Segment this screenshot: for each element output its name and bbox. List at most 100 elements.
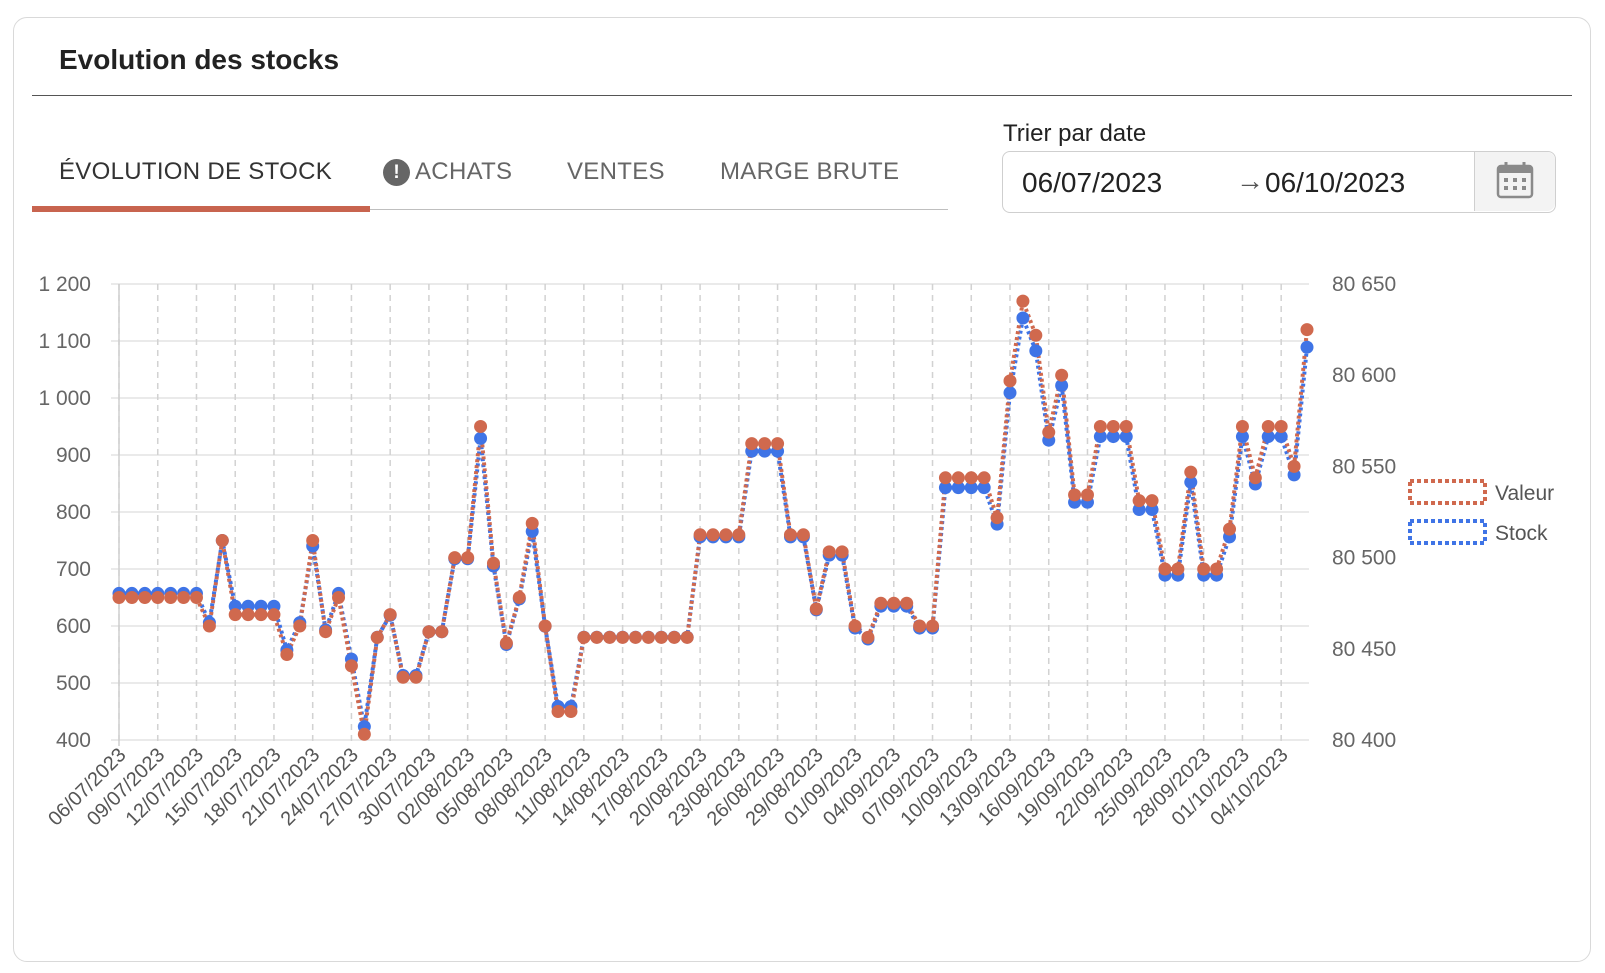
stock-point (1106, 430, 1120, 444)
valeur-point (1158, 562, 1172, 576)
valeur-point (280, 648, 294, 661)
valeur-point (448, 551, 462, 565)
valeur-point (164, 591, 178, 604)
stock-point (1274, 430, 1288, 444)
valeur-point (654, 630, 668, 644)
stock-point (1029, 344, 1043, 358)
legend-swatch-valeur (1408, 479, 1487, 505)
valeur-point (228, 608, 242, 622)
y-right-tick-label: 80 650 (1332, 273, 1396, 296)
valeur-point (629, 630, 643, 644)
valeur-point (512, 591, 526, 604)
valeur-point (796, 528, 810, 542)
y-left-tick-label: 1 100 (38, 330, 91, 353)
exclamation-circle-icon[interactable]: ! (383, 159, 410, 186)
valeur-point (564, 705, 578, 718)
valeur-point (1223, 522, 1237, 536)
valeur-point (538, 619, 552, 633)
valeur-point (861, 630, 875, 644)
stock-point (1300, 340, 1314, 354)
valeur-point (913, 619, 927, 633)
stock-point (1184, 475, 1198, 489)
valeur-point (499, 636, 513, 650)
date-start-input[interactable]: 06/07/2023 (1022, 167, 1163, 198)
y-right-tick-label: 80 450 (1332, 638, 1396, 661)
tab-achats[interactable]: ACHATS (415, 158, 513, 185)
calendar-icon (1496, 162, 1534, 199)
valeur-line (119, 299, 1309, 737)
valeur-point (1145, 494, 1159, 508)
tab-bar: ÉVOLUTION DE STOCK ! ACHATS VENTES MARGE… (32, 128, 948, 212)
y-left-tick-label: 500 (56, 672, 91, 695)
valeur-point (474, 420, 488, 433)
legend-swatch-stock (1408, 519, 1487, 545)
valeur-point (783, 528, 797, 542)
stock-point (1235, 430, 1249, 444)
valeur-point (1274, 420, 1288, 433)
tab-ventes[interactable]: VENTES (567, 158, 665, 185)
stock-line (119, 316, 1309, 729)
valeur-point (409, 670, 423, 684)
date-range-picker[interactable]: 06/07/2023 → 06/10/2023 (1002, 151, 1556, 213)
valeur-point (357, 727, 371, 741)
valeur-point (616, 630, 630, 644)
y-left-tick-label: 800 (56, 501, 91, 524)
valeur-point (293, 619, 307, 633)
valeur-point (641, 630, 655, 644)
valeur-point (590, 630, 604, 644)
valeur-point (125, 591, 139, 604)
valeur-point (215, 534, 229, 547)
tab-stock-evolution[interactable]: ÉVOLUTION DE STOCK (59, 158, 333, 185)
valeur-point (319, 625, 333, 639)
valeur-point (887, 596, 901, 610)
valeur-point (977, 471, 991, 485)
stock-point (1119, 430, 1133, 444)
valeur-point (680, 630, 694, 644)
stock-point (938, 481, 952, 495)
valeur-point (603, 630, 617, 644)
card-title: Evolution des stocks (59, 44, 340, 75)
valeur-point (964, 471, 978, 485)
date-end-input[interactable]: 06/10/2023 (1265, 167, 1406, 198)
calendar-button[interactable] (1474, 152, 1555, 211)
valeur-point (1287, 459, 1301, 473)
tab-marge-brute[interactable]: MARGE BRUTE (720, 158, 900, 185)
valeur-point (1093, 420, 1107, 433)
y-left-tick-label: 600 (56, 615, 91, 638)
tabs-divider (32, 209, 948, 210)
valeur-point (900, 596, 914, 610)
valeur-point (1248, 471, 1262, 485)
valeur-point (667, 630, 681, 644)
valeur-point (267, 608, 281, 622)
valeur-point (822, 545, 836, 559)
valeur-point (306, 534, 320, 547)
sort-by-date-label: Trier par date (1003, 120, 1147, 147)
valeur-point (1171, 562, 1185, 576)
legend-label-valeur: Valeur (1495, 482, 1554, 505)
valeur-point (951, 471, 965, 485)
valeur-point (525, 516, 539, 530)
valeur-point (151, 591, 165, 604)
valeur-point (422, 625, 436, 639)
y-right-tick-label: 80 550 (1332, 455, 1396, 478)
valeur-point (577, 630, 591, 644)
y-left-tick-label: 1 200 (38, 273, 91, 296)
stock-point (1093, 430, 1107, 444)
valeur-point (1068, 488, 1082, 502)
valeur-point (1106, 420, 1120, 433)
valeur-point (383, 608, 397, 622)
valeur-point (693, 528, 707, 542)
valeur-point (370, 630, 384, 644)
valeur-point (241, 608, 255, 622)
valeur-point (1132, 494, 1146, 508)
valeur-point (938, 471, 952, 485)
valeur-point (1016, 294, 1030, 308)
valeur-point (254, 608, 268, 622)
valeur-point (809, 602, 823, 616)
valeur-point (138, 591, 152, 604)
valeur-point (835, 545, 849, 559)
y-left-tick-label: 1 000 (38, 387, 91, 410)
valeur-point (1080, 488, 1094, 502)
valeur-point (1210, 562, 1224, 576)
valeur-point (874, 596, 888, 610)
